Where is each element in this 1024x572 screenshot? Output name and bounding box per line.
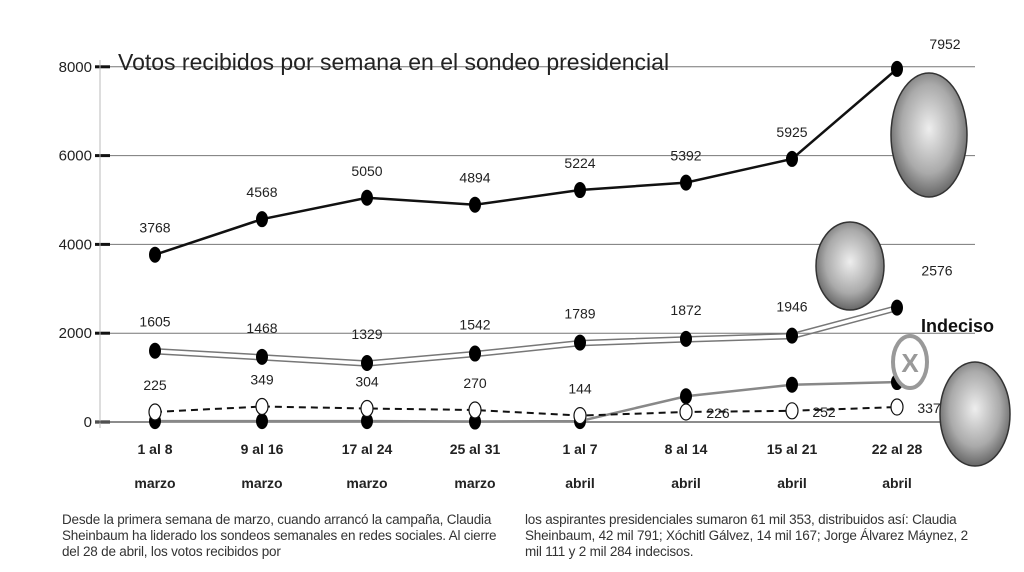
data-label-indeciso: 349	[250, 372, 274, 388]
series-line-galvez	[154, 304, 898, 362]
data-label-sheinbaum: 5392	[670, 148, 701, 164]
x-month-label: marzo	[241, 475, 282, 491]
x-month-label: abril	[882, 475, 912, 491]
point-galvez	[786, 327, 798, 344]
data-label-indeciso: 226	[706, 405, 730, 421]
x-tick-label: 1 al 7	[562, 441, 597, 457]
point-indeciso	[148, 403, 162, 421]
x-month-label: abril	[565, 475, 595, 491]
data-label-galvez: 1605	[139, 314, 170, 330]
data-label-indeciso: 270	[463, 375, 487, 391]
data-label-sheinbaum: 5925	[776, 124, 807, 140]
x-tick-label: 1 al 8	[137, 441, 172, 457]
data-label-indeciso: 252	[812, 404, 836, 420]
series-line-galvez-inner	[154, 309, 898, 367]
x-tick-label: 8 al 14	[665, 441, 708, 457]
sheinbaum-photo	[890, 72, 968, 198]
y-tick-label: 4000	[59, 236, 92, 253]
galvez-photo	[815, 221, 885, 311]
point-sheinbaum	[361, 189, 373, 206]
data-label-galvez: 1789	[564, 306, 595, 322]
point-indeciso	[573, 407, 587, 425]
point-indeciso	[679, 403, 693, 421]
body-text-col1: Desde la primera semana de marzo, cuando…	[62, 512, 497, 559]
data-label-sheinbaum: 5224	[564, 155, 595, 171]
x-tick-label: 25 al 31	[450, 441, 501, 457]
indeciso-x-glyph: X	[901, 348, 919, 378]
point-galvez	[256, 348, 268, 365]
point-maynez	[361, 413, 373, 430]
y-tick-label: 2000	[59, 325, 92, 342]
point-sheinbaum	[574, 182, 586, 199]
y-tick-label: 0	[84, 414, 92, 431]
point-galvez	[469, 345, 481, 362]
point-galvez	[149, 342, 161, 359]
data-label-sheinbaum: 4568	[246, 184, 277, 200]
data-label-galvez: 1872	[670, 302, 701, 318]
point-sheinbaum	[786, 150, 798, 167]
point-maynez	[680, 388, 692, 405]
data-label-indeciso: 144	[568, 381, 592, 397]
data-label-galvez: 1468	[246, 320, 277, 336]
point-galvez	[891, 299, 903, 316]
series-line-maynez	[155, 380, 898, 423]
point-indeciso	[468, 401, 482, 419]
point-sheinbaum	[891, 60, 903, 77]
data-label-sheinbaum: 3768	[139, 220, 170, 236]
data-label-galvez: 1946	[776, 299, 807, 315]
data-label-sheinbaum: 7952	[929, 36, 960, 52]
indeciso-x-icon	[891, 334, 929, 390]
x-month-label: marzo	[134, 475, 175, 491]
point-galvez	[680, 330, 692, 347]
data-label-sheinbaum: 4894	[459, 170, 490, 186]
x-month-label: abril	[777, 475, 807, 491]
point-sheinbaum	[256, 211, 268, 228]
x-tick-label: 17 al 24	[342, 441, 393, 457]
maynez-photo	[939, 361, 1011, 467]
x-tick-label: 22 al 28	[872, 441, 923, 457]
y-tick-label: 8000	[59, 59, 92, 76]
data-label-galvez: 1542	[459, 317, 490, 333]
point-indeciso	[890, 398, 904, 416]
point-sheinbaum	[680, 174, 692, 191]
data-label-indeciso: 304	[355, 374, 379, 390]
x-month-label: marzo	[346, 475, 387, 491]
y-tick-label: 6000	[59, 148, 92, 165]
point-galvez	[361, 354, 373, 371]
data-label-indeciso: 225	[143, 377, 167, 393]
body-text-col2: los aspirantes presidenciales sumaron 61…	[525, 512, 968, 559]
data-label-galvez: 1329	[351, 326, 382, 342]
point-galvez	[574, 334, 586, 351]
x-tick-label: 15 al 21	[767, 441, 818, 457]
series-line-sheinbaum	[154, 67, 898, 256]
chart-title: Votos recibidos por semana en el sondeo …	[118, 49, 669, 75]
data-label-galvez: 2576	[921, 263, 952, 279]
point-maynez	[786, 376, 798, 393]
x-month-label: marzo	[454, 475, 495, 491]
point-indeciso	[785, 402, 799, 420]
point-indeciso	[360, 399, 374, 418]
point-maynez	[256, 413, 268, 430]
data-label-sheinbaum: 5050	[351, 163, 382, 179]
x-month-label: abril	[671, 475, 701, 491]
series-line-indeciso	[154, 405, 898, 417]
point-sheinbaum	[149, 246, 161, 263]
point-sheinbaum	[469, 196, 481, 213]
x-tick-label: 9 al 16	[241, 441, 284, 457]
line-chart: 0 2000 4000 6000 8000 Votos recibidos por se…	[59, 36, 1011, 491]
data-label-indeciso: 337	[917, 400, 941, 416]
point-indeciso	[255, 397, 269, 416]
indeciso-label: Indeciso	[921, 316, 994, 336]
